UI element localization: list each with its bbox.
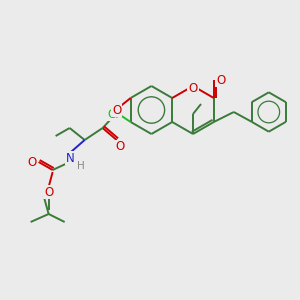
Text: O: O <box>115 140 124 154</box>
Text: O: O <box>216 74 225 86</box>
Text: O: O <box>44 185 53 199</box>
Text: N: N <box>66 152 75 164</box>
Text: O: O <box>188 82 198 94</box>
Text: O: O <box>112 103 121 116</box>
Text: O: O <box>27 155 36 169</box>
Text: Cl: Cl <box>108 107 119 121</box>
Text: H: H <box>77 161 85 171</box>
